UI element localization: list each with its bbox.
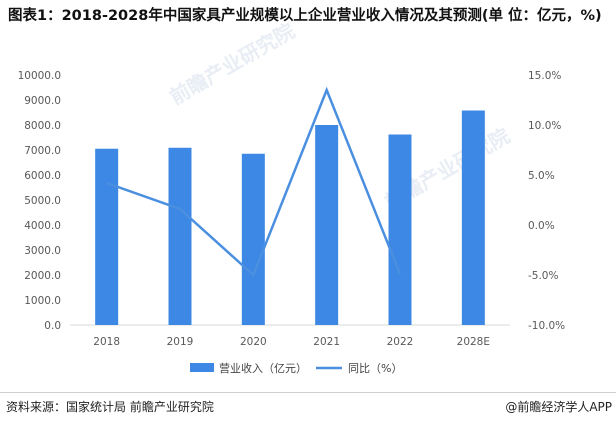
bar-2019	[168, 147, 192, 325]
x-tick-label: 2022	[387, 336, 414, 348]
legend-swatch-bar	[190, 363, 214, 372]
x-tick-label: 2018	[93, 336, 120, 348]
y-left-tick-label: 3000.0	[24, 245, 61, 257]
bar-2020	[241, 153, 265, 325]
source-note: 资料来源：国家统计局 前瞻产业研究院	[6, 400, 214, 414]
y-right-tick-label: -5.0%	[528, 270, 558, 282]
y-left-tick-label: 0.0	[44, 320, 61, 332]
y-left-tick-label: 4000.0	[24, 220, 61, 232]
legend: 营业收入（亿元） 同比（%）	[190, 361, 402, 375]
y-right-tick-label: 10.0%	[528, 120, 561, 132]
y-left-tick-label: 8000.0	[24, 120, 61, 132]
x-tick-label: 2021	[313, 336, 340, 348]
growth-line-series	[106, 86, 402, 278]
right-axis-ticks: -10.0% -5.0% 0.0% 5.0% 10.0% 15.0%	[528, 70, 565, 332]
bar-series	[95, 110, 485, 325]
bar-2021	[315, 125, 339, 325]
x-tick-label: 2019	[167, 336, 194, 348]
x-tick-label: 2028E	[457, 336, 490, 348]
bar-2018	[95, 148, 119, 325]
y-left-tick-label: 2000.0	[24, 270, 61, 282]
y-left-tick-label: 10000.0	[18, 70, 61, 82]
y-right-tick-label: -10.0%	[528, 320, 565, 332]
bar-2028E	[461, 110, 485, 325]
brand-mark: @前瞻经济学人APP	[505, 400, 612, 414]
y-left-tick-label: 1000.0	[24, 295, 61, 307]
bar-2022	[388, 134, 412, 325]
footer-divider	[0, 392, 616, 393]
y-left-tick-label: 7000.0	[24, 145, 61, 157]
y-right-tick-label: 0.0%	[528, 220, 555, 232]
y-left-tick-label: 6000.0	[24, 170, 61, 182]
legend-label-bar: 营业收入（亿元）	[219, 361, 307, 375]
y-left-tick-label: 9000.0	[24, 95, 61, 107]
y-right-tick-label: 15.0%	[528, 70, 561, 82]
x-tick-label: 2020	[240, 336, 267, 348]
y-right-tick-label: 5.0%	[528, 170, 555, 182]
chart-title: 图表1：2018-2028年中国家具产业规模以上企业营业收入情况及其预测(单 位…	[8, 8, 602, 24]
left-axis-ticks: 0.0 1000.0 2000.0 3000.0 4000.0 5000.0 6000.0 7…	[18, 70, 61, 332]
legend-label-line: 同比（%）	[348, 362, 402, 375]
x-axis-ticks: 2018 2019 2020 2021 2022 2028E	[93, 336, 490, 348]
y-left-tick-label: 5000.0	[24, 195, 61, 207]
watermark-text: 前瞻产业研究院	[166, 19, 299, 110]
